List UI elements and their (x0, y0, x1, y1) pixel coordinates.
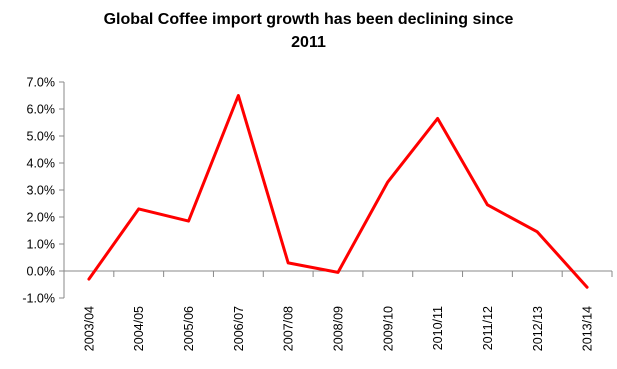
x-tick-label: 2012/13 (531, 306, 545, 351)
chart-title: Global Coffee import growth has been dec… (0, 8, 617, 54)
x-tick-label: 2004/05 (132, 306, 146, 351)
x-tick-label: 2010/11 (431, 306, 445, 350)
x-tick-label: 2007/08 (282, 306, 296, 351)
x-tick-label: 2006/07 (232, 306, 246, 351)
x-tick-label: 2009/10 (381, 306, 395, 351)
chart-title-line-2: 2011 (291, 34, 326, 51)
y-tick-label: 2.0% (27, 211, 56, 225)
y-tick-label: 1.0% (27, 238, 56, 252)
x-tick-label: 2008/09 (332, 306, 346, 351)
x-tick-label: 2011/12 (481, 306, 495, 350)
y-tick-label: 6.0% (27, 103, 56, 117)
chart-title-line-1: Global Coffee import growth has been dec… (103, 11, 514, 28)
x-tick-label: 2005/06 (182, 306, 196, 351)
y-tick-label: 5.0% (27, 130, 56, 144)
y-tick-label: -1.0% (22, 292, 55, 306)
x-tick-label: 2003/04 (82, 306, 96, 351)
y-tick-label: 0.0% (27, 265, 56, 279)
y-tick-label: 7.0% (27, 76, 56, 90)
series-line (87, 94, 589, 289)
y-tick-label: 4.0% (27, 157, 56, 171)
x-tick-label: 2013/14 (581, 306, 595, 351)
y-tick-label: 3.0% (27, 184, 56, 198)
